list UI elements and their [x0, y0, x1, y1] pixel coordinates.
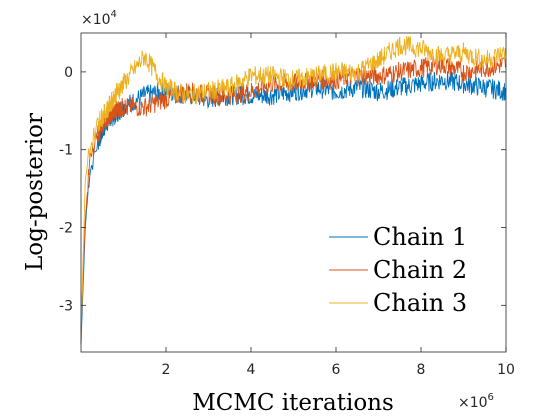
- x-multiplier: ×106: [458, 392, 494, 411]
- series-line-2: [80, 55, 507, 329]
- series-line-1: [80, 71, 507, 345]
- y-tick-label: 0: [64, 65, 73, 81]
- axes-box: [80, 32, 507, 353]
- x-tick-label: 8: [417, 362, 426, 378]
- legend-label-2: Chain 2: [373, 256, 467, 284]
- y-tick-label: -3: [59, 298, 73, 314]
- x-tick-label: 6: [332, 362, 341, 378]
- plot-area: [80, 35, 507, 345]
- tick-group: 2 4 6 8 10 -3 -2 -1 0: [59, 33, 515, 378]
- y-axis-label: Log-posterior: [22, 113, 48, 271]
- y-tick-label: -1: [59, 143, 73, 159]
- y-multiplier: ×104: [81, 9, 117, 28]
- legend-label-1: Chain 1: [373, 223, 467, 251]
- series-line-3: [80, 35, 507, 337]
- y-tick-label: -2: [59, 221, 73, 237]
- legend: Chain 1 Chain 2 Chain 3: [329, 223, 467, 317]
- x-tick-label: 2: [162, 362, 171, 378]
- x-axis-label: MCMC iterations: [192, 390, 394, 416]
- legend-label-3: Chain 3: [373, 289, 467, 317]
- x-tick-label: 10: [497, 362, 515, 378]
- x-tick-label: 4: [247, 362, 256, 378]
